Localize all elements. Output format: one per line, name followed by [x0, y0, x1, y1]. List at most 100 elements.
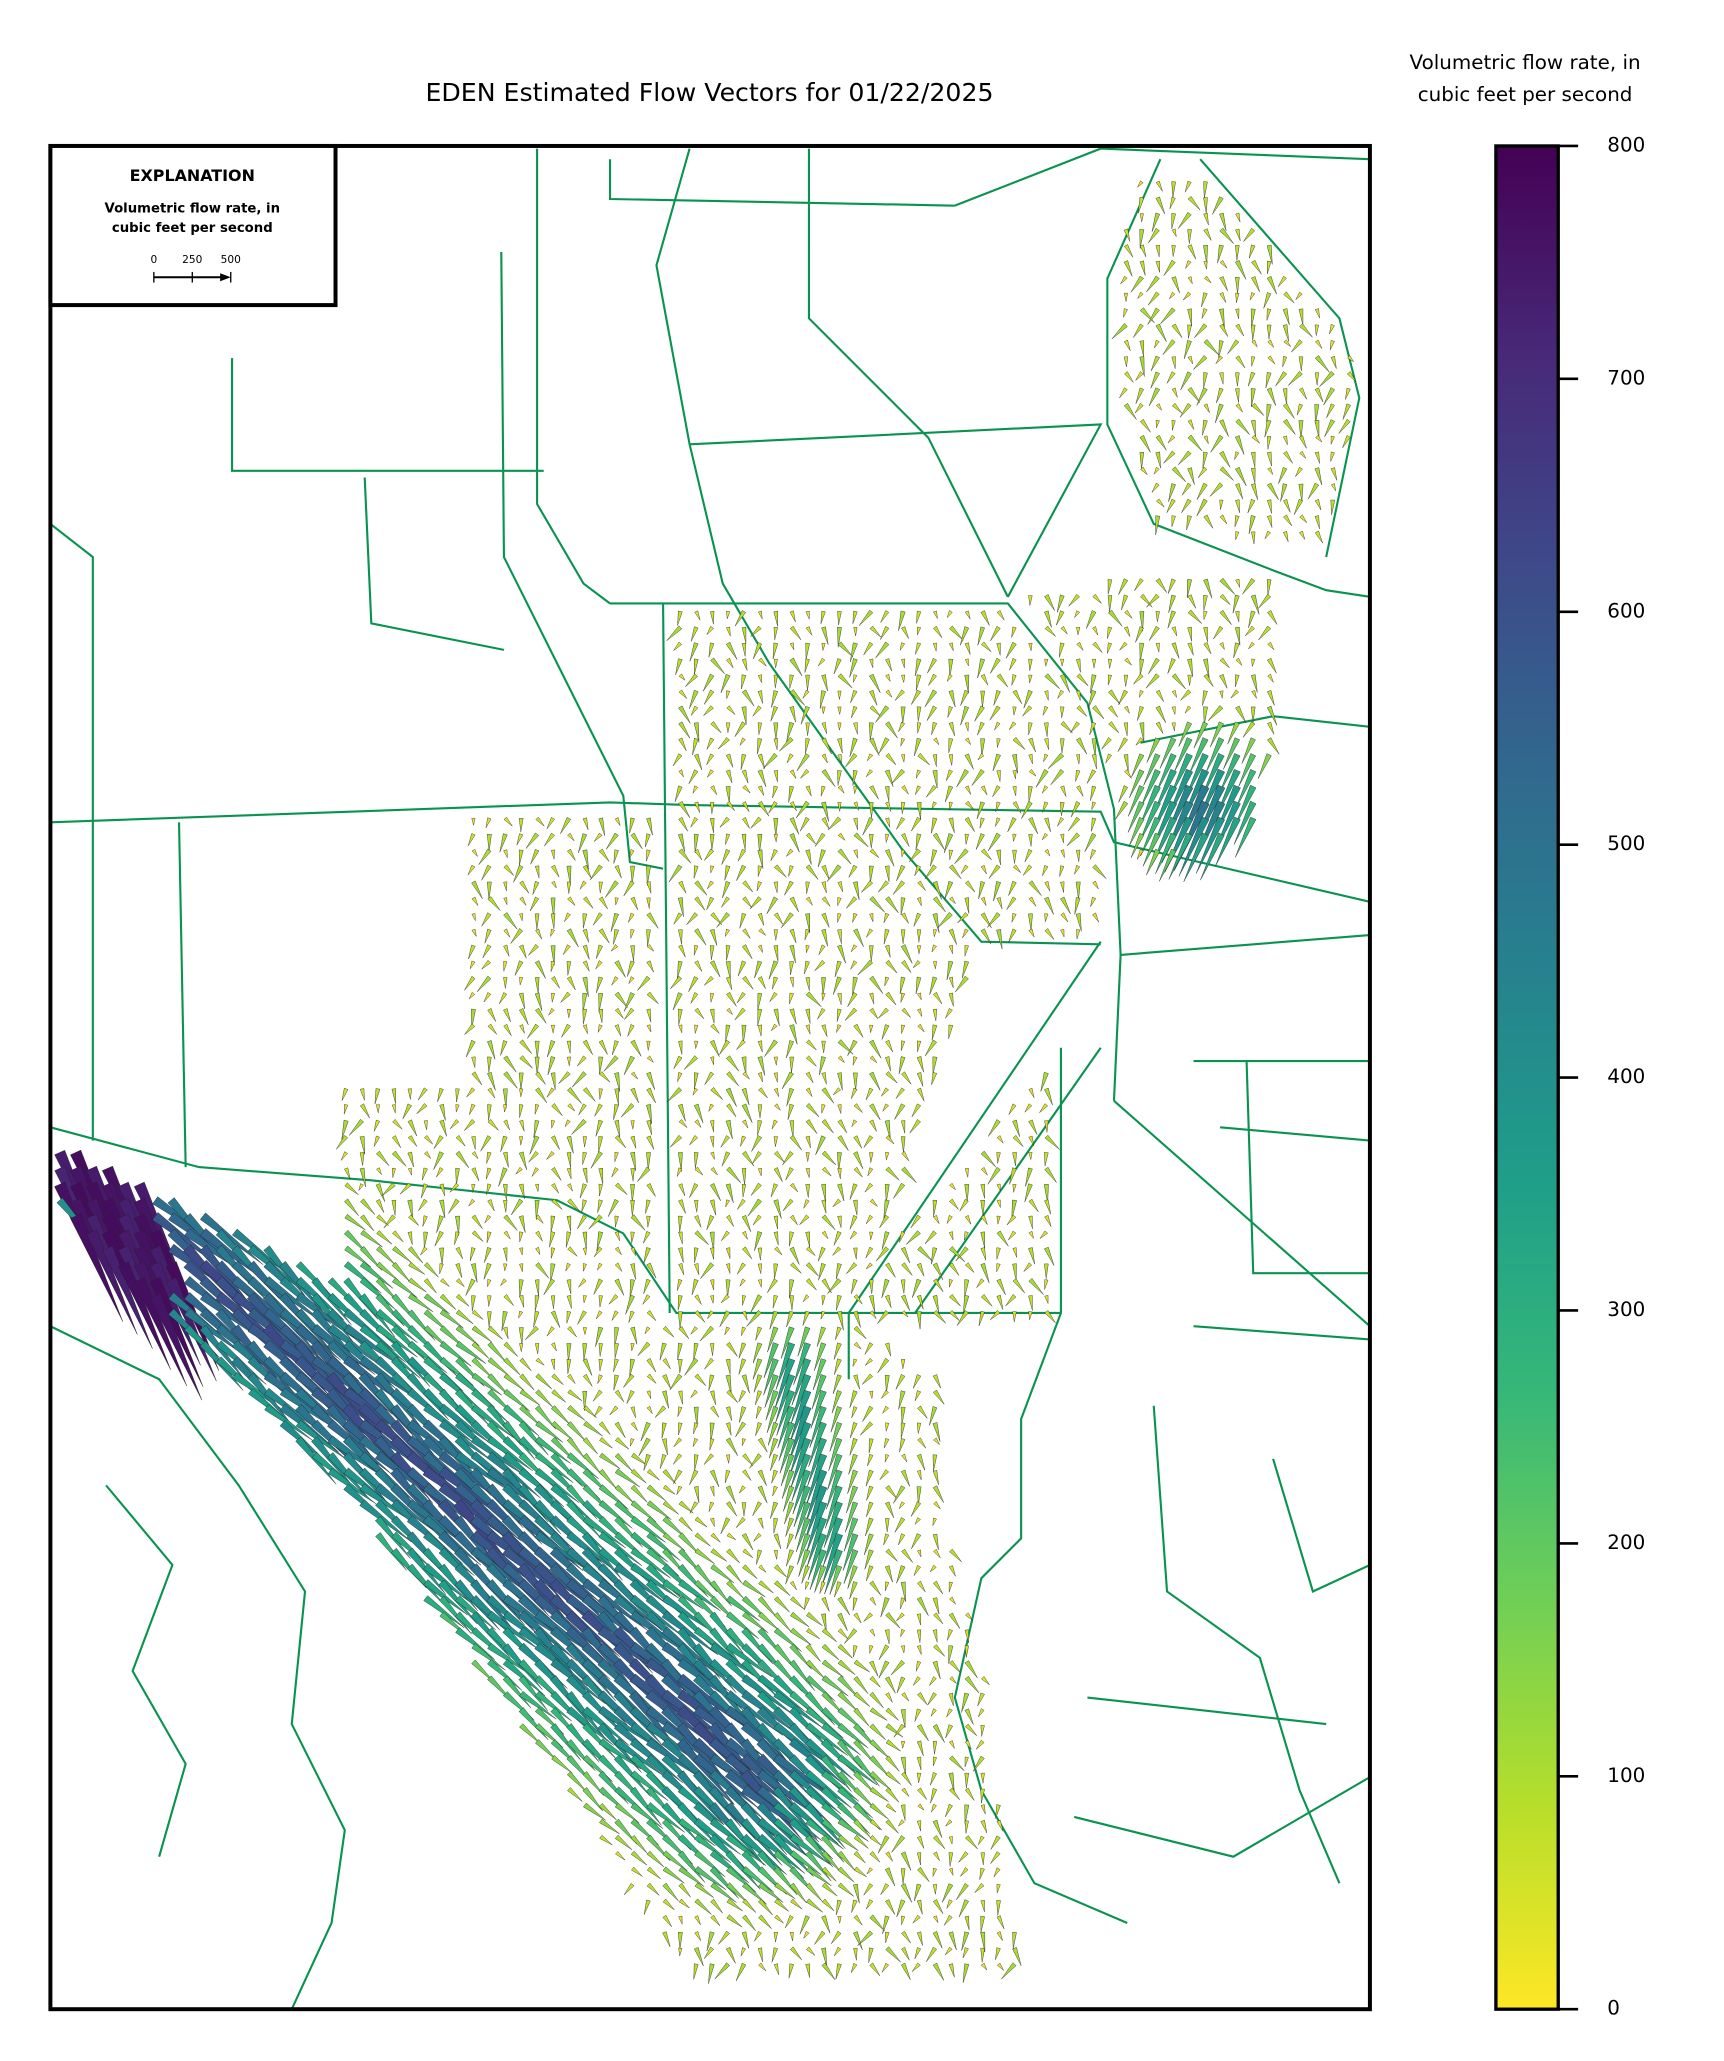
flow-vector: [832, 1198, 841, 1208]
flow-vector: [528, 943, 539, 956]
flow-vector: [1091, 738, 1097, 758]
flow-vector: [869, 1198, 878, 1207]
flow-vector: [598, 1039, 608, 1055]
flow-vector: [423, 1231, 428, 1249]
flow-vector: [896, 1612, 905, 1622]
flow-vector: [726, 690, 731, 699]
flow-vector: [359, 1152, 365, 1166]
flow-vector: [775, 1373, 796, 1424]
flow-vector: [518, 1072, 524, 1091]
flow-vector: [518, 1707, 549, 1741]
flow-vector: [865, 1469, 874, 1487]
flow-vector: [1171, 419, 1176, 431]
flow-vector: [582, 976, 589, 997]
flow-vector: [471, 1643, 506, 1671]
flow-vector: [1314, 308, 1320, 319]
flow-vector: [599, 1452, 621, 1469]
flow-vector: [948, 690, 956, 707]
flow-vector: [832, 1374, 842, 1394]
flow-vector: [583, 1802, 606, 1821]
flow-vector: [964, 722, 969, 732]
flow-vector: [853, 627, 858, 637]
flow-vector: [990, 625, 1001, 642]
flow-vector: [1266, 244, 1273, 265]
flow-vector: [865, 1262, 873, 1270]
flow-vector: [567, 1087, 582, 1104]
flow-vector: [519, 1055, 533, 1069]
flow-vector: [757, 738, 763, 755]
flow-vector: [757, 1517, 764, 1529]
flow-vector: [788, 1405, 812, 1464]
flow-vector: [885, 1707, 899, 1721]
flow-vector: [612, 1040, 619, 1055]
scale-tick-label: 500: [221, 254, 241, 266]
flow-vector: [758, 657, 767, 667]
flow-vector: [915, 1660, 922, 1672]
flow-vector: [964, 1787, 975, 1801]
flow-vector: [646, 1390, 652, 1399]
flow-vector: [901, 1007, 911, 1018]
flow-vector: [738, 1390, 746, 1402]
flow-vector: [773, 1612, 791, 1632]
flow-vector: [774, 864, 787, 878]
flow-vector: [582, 1437, 598, 1455]
flow-vector: [885, 817, 891, 828]
flow-vector: [694, 1898, 712, 1915]
flow-vector: [439, 1247, 444, 1266]
flow-vector: [805, 1946, 816, 1956]
flow-vector: [878, 880, 889, 893]
flow-vector: [853, 1771, 876, 1794]
flow-vector: [821, 706, 826, 714]
flow-vector: [694, 1024, 699, 1034]
flow-vector: [1060, 721, 1073, 734]
flow-vector: [901, 1692, 910, 1702]
flow-vector: [741, 1024, 747, 1044]
flow-vector: [833, 976, 842, 995]
flow-vector: [749, 1453, 762, 1469]
flow-vector: [742, 1611, 769, 1634]
flow-vector: [758, 1914, 772, 1929]
flow-vector: [1282, 356, 1288, 368]
flow-vector: [646, 1104, 653, 1125]
flow-vector: [911, 1533, 922, 1549]
explanation-label: cubic feet per second: [112, 221, 273, 236]
flow-vector: [726, 626, 731, 637]
flow-vector: [518, 1675, 548, 1711]
flow-vector: [519, 1024, 525, 1034]
flow-vector: [980, 1804, 986, 1815]
flow-vector: [691, 705, 699, 716]
flow-vector: [964, 785, 972, 795]
flow-vector: [866, 928, 874, 938]
flow-vector: [835, 1326, 842, 1340]
flow-vector: [694, 1166, 704, 1176]
flow-vector: [948, 1279, 953, 1288]
flow-vector: [598, 1167, 604, 1185]
flow-vector: [1044, 928, 1055, 940]
flow-vector: [436, 1167, 444, 1178]
flow-vector: [1139, 435, 1151, 453]
flow-vector: [678, 801, 691, 818]
flow-vector: [996, 1278, 1006, 1295]
flow-vector: [551, 1373, 564, 1385]
flow-vector: [837, 1311, 844, 1331]
flow-vector: [946, 1708, 953, 1718]
flow-vector: [471, 1136, 476, 1150]
flow-vector: [1171, 466, 1187, 483]
flow-vector: [965, 1835, 978, 1850]
flow-vector: [847, 1039, 858, 1056]
flow-vector: [1196, 498, 1208, 517]
flow-vector: [964, 1915, 970, 1930]
flow-vector: [964, 642, 971, 655]
flow-vector: [914, 1390, 922, 1402]
flow-vector: [932, 1597, 940, 1615]
flow-vector: [805, 1167, 810, 1178]
flow-vector: [614, 960, 626, 978]
flow-vector: [703, 705, 714, 716]
flow-vector: [614, 1120, 621, 1138]
flow-vector: [866, 1867, 873, 1875]
flow-vector: [900, 929, 906, 944]
flow-vector: [638, 1437, 651, 1457]
flow-vector: [770, 1183, 778, 1198]
flow-vector: [885, 1166, 900, 1181]
flow-vector: [1012, 770, 1017, 779]
